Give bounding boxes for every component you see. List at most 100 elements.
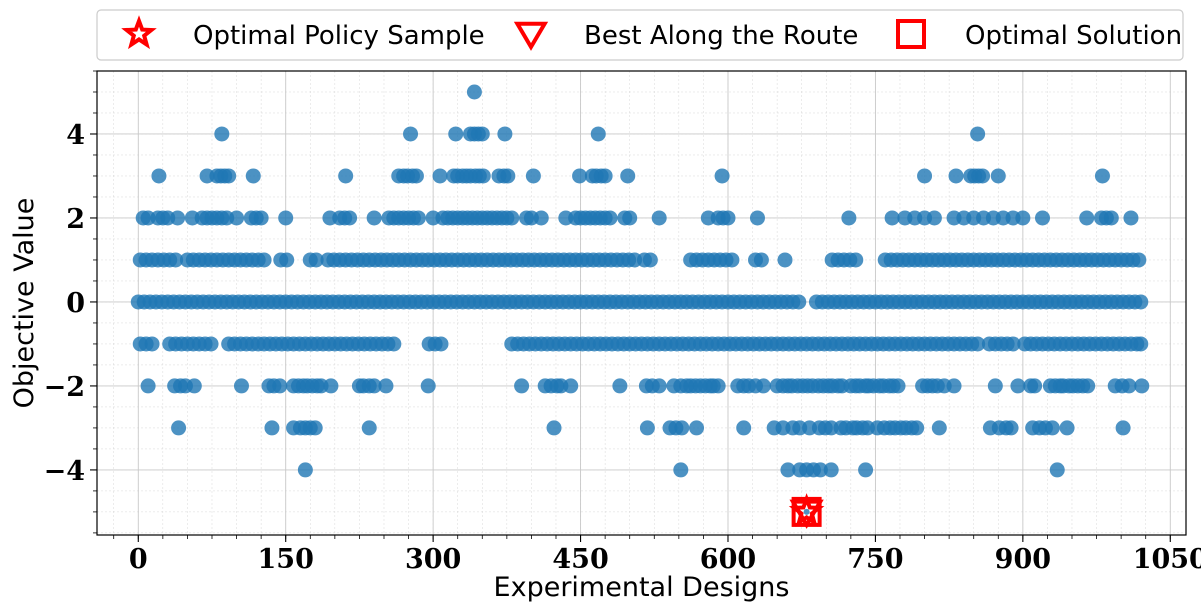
plot-frame: [96, 70, 1187, 536]
scatter-point: [970, 126, 986, 142]
scatter-point: [710, 378, 726, 394]
scatter-point: [1005, 336, 1021, 352]
scatter-point: [203, 336, 219, 352]
scatter-point: [338, 168, 354, 184]
scatter-point: [812, 462, 828, 478]
y-tick-label: 2: [66, 204, 85, 235]
scatter-point: [1035, 210, 1051, 226]
scatter-point: [366, 378, 382, 394]
scatter-point: [1079, 210, 1095, 226]
scatter-point: [642, 252, 658, 268]
axis-ticks: 0 150 300 450 600 750 900 1050 −4 −2 0 2 4: [44, 70, 1201, 575]
scatter-point: [323, 378, 339, 394]
scatter-point: [1094, 168, 1110, 184]
scatter-point: [466, 84, 482, 100]
scatter-point: [1027, 378, 1043, 394]
scatter-point: [720, 210, 736, 226]
data-points: [130, 84, 1150, 478]
scatter-point: [297, 462, 313, 478]
scatter-point: [841, 210, 857, 226]
scatter-point: [1010, 378, 1026, 394]
scatter-point: [144, 336, 160, 352]
x-tick-label: 1050: [1133, 544, 1201, 575]
scatter-point: [884, 210, 900, 226]
x-tick-label: 750: [847, 544, 903, 575]
scatter-point: [572, 168, 588, 184]
scatter-point: [602, 210, 618, 226]
scatter-point: [214, 126, 230, 142]
scatter-point: [780, 462, 796, 478]
y-tick-label: 0: [66, 288, 85, 319]
scatter-point: [791, 294, 807, 310]
scatter-point: [366, 210, 382, 226]
scatter-point: [475, 168, 491, 184]
scatter-point: [432, 168, 448, 184]
scatter-point: [651, 210, 667, 226]
scatter-point: [803, 508, 810, 515]
y-tick-label: 4: [66, 120, 85, 151]
scatter-point: [1115, 420, 1131, 436]
scatter-point: [926, 210, 942, 226]
scatter-point: [714, 168, 730, 184]
star-legend-icon: [121, 15, 157, 50]
scatter-point: [1059, 420, 1075, 436]
scatter-point: [278, 210, 294, 226]
scatter-point: [1133, 336, 1149, 352]
scatter-point: [171, 420, 187, 436]
y-axis-title: Objective Value: [9, 198, 40, 409]
scatter-point: [753, 252, 769, 268]
scatter-point: [563, 378, 579, 394]
scatter-point: [500, 168, 516, 184]
legend-label: Optimal Policy Sample: [193, 21, 485, 51]
scatter-point: [410, 210, 426, 226]
y-tick-label: −4: [44, 456, 85, 487]
scatter-point: [931, 420, 947, 436]
scatter-point: [342, 210, 358, 226]
scatter-point: [848, 252, 864, 268]
x-tick-label: 300: [405, 544, 461, 575]
scatter-point: [948, 168, 964, 184]
scatter-point: [504, 210, 520, 226]
scatter-point: [497, 126, 513, 142]
scatter-point: [749, 210, 765, 226]
scatter-point: [651, 378, 667, 394]
scatter-point: [245, 168, 261, 184]
scatter-point: [990, 168, 1006, 184]
scatter-point: [1134, 378, 1150, 394]
scatter-point: [909, 420, 925, 436]
scatter-point: [140, 378, 156, 394]
scatter-point: [823, 462, 839, 478]
scatter-point: [525, 168, 541, 184]
scatter-point: [858, 462, 874, 478]
scatter-point: [256, 252, 272, 268]
x-axis-title: Experimental Designs: [494, 572, 790, 603]
x-tick-label: 600: [700, 544, 756, 575]
scatter-point: [724, 252, 740, 268]
scatter-point: [622, 210, 638, 226]
scatter-point: [272, 378, 288, 394]
legend-label: Best Along the Route: [584, 21, 858, 51]
scatter-point: [755, 378, 771, 394]
scatter-point: [474, 126, 490, 142]
scatter-point: [1003, 420, 1019, 436]
scatter-point: [233, 378, 249, 394]
scatter-point: [612, 378, 628, 394]
scatter-point: [1080, 378, 1096, 394]
scatter-point: [170, 210, 186, 226]
scatter-point: [433, 336, 449, 352]
scatter-point: [264, 420, 280, 436]
scatter-point: [975, 168, 991, 184]
scatter-point: [917, 168, 933, 184]
scatter-point: [168, 252, 184, 268]
scatter-point: [151, 168, 167, 184]
square-legend-icon: [896, 19, 926, 49]
triangle-down-legend-icon: [513, 21, 549, 51]
scatter-point: [970, 336, 986, 352]
scatter-point: [777, 252, 793, 268]
scatter-point: [448, 126, 464, 142]
scatter-point: [1121, 378, 1137, 394]
scatter-point: [361, 420, 377, 436]
highlight-markers: [788, 493, 825, 529]
star-marker: [788, 493, 825, 528]
